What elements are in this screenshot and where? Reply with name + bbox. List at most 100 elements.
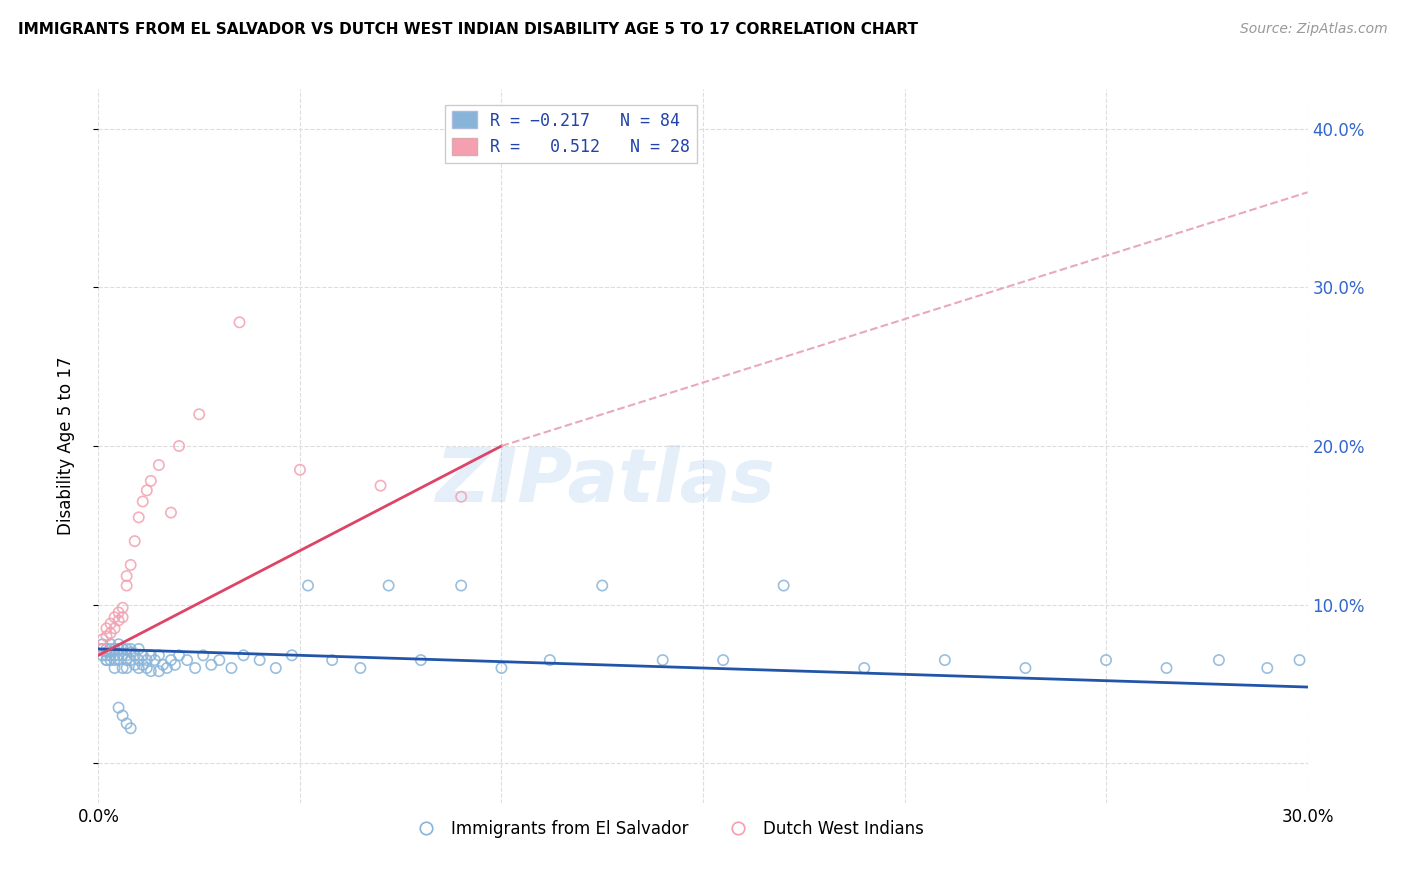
Point bbox=[853, 661, 876, 675]
Text: Source: ZipAtlas.com: Source: ZipAtlas.com bbox=[1240, 22, 1388, 37]
Point bbox=[103, 653, 125, 667]
Point bbox=[115, 578, 138, 592]
Point bbox=[370, 478, 392, 492]
Point bbox=[491, 661, 513, 675]
Point bbox=[228, 315, 250, 329]
Point bbox=[139, 664, 162, 678]
Point bbox=[124, 657, 146, 672]
Point bbox=[91, 637, 114, 651]
Point bbox=[160, 653, 183, 667]
Point bbox=[188, 407, 211, 421]
Point bbox=[124, 534, 146, 549]
Point bbox=[124, 648, 146, 663]
Point bbox=[143, 653, 166, 667]
Point bbox=[772, 578, 794, 592]
Point bbox=[128, 510, 150, 524]
Point bbox=[111, 642, 134, 657]
Point bbox=[103, 661, 125, 675]
Point bbox=[100, 645, 122, 659]
Point bbox=[288, 463, 311, 477]
Point bbox=[148, 648, 170, 663]
Point bbox=[100, 626, 122, 640]
Point bbox=[100, 642, 122, 657]
Point bbox=[96, 629, 118, 643]
Point bbox=[103, 621, 125, 635]
Point bbox=[160, 506, 183, 520]
Point bbox=[232, 648, 254, 663]
Point bbox=[115, 716, 138, 731]
Point bbox=[321, 653, 343, 667]
Point bbox=[450, 490, 472, 504]
Point bbox=[281, 648, 304, 663]
Point bbox=[96, 653, 118, 667]
Point bbox=[115, 642, 138, 657]
Point bbox=[1095, 653, 1118, 667]
Point bbox=[107, 700, 129, 714]
Point bbox=[167, 439, 190, 453]
Point bbox=[120, 558, 142, 572]
Point bbox=[132, 657, 155, 672]
Point bbox=[96, 642, 118, 657]
Point bbox=[91, 632, 114, 647]
Point bbox=[100, 648, 122, 663]
Point bbox=[176, 653, 198, 667]
Point bbox=[128, 661, 150, 675]
Point bbox=[107, 648, 129, 663]
Point bbox=[128, 642, 150, 657]
Point bbox=[107, 642, 129, 657]
Point bbox=[91, 642, 114, 657]
Point bbox=[1256, 661, 1278, 675]
Point bbox=[163, 657, 186, 672]
Point bbox=[184, 661, 207, 675]
Point bbox=[107, 653, 129, 667]
Point bbox=[103, 610, 125, 624]
Point bbox=[111, 600, 134, 615]
Point bbox=[107, 606, 129, 620]
Text: ZIPatlas: ZIPatlas bbox=[436, 445, 776, 518]
Point bbox=[167, 648, 190, 663]
Point bbox=[120, 645, 142, 659]
Point bbox=[115, 648, 138, 663]
Point bbox=[107, 637, 129, 651]
Point bbox=[349, 661, 371, 675]
Point bbox=[120, 721, 142, 735]
Point bbox=[200, 657, 222, 672]
Point bbox=[297, 578, 319, 592]
Point bbox=[120, 642, 142, 657]
Point bbox=[96, 645, 118, 659]
Point bbox=[450, 578, 472, 592]
Point bbox=[1156, 661, 1178, 675]
Point bbox=[1288, 653, 1310, 667]
Point bbox=[135, 653, 157, 667]
Point bbox=[103, 648, 125, 663]
Point bbox=[107, 614, 129, 628]
Point bbox=[111, 708, 134, 723]
Point bbox=[377, 578, 399, 592]
Point bbox=[135, 661, 157, 675]
Point bbox=[148, 458, 170, 472]
Point bbox=[221, 661, 243, 675]
Text: IMMIGRANTS FROM EL SALVADOR VS DUTCH WEST INDIAN DISABILITY AGE 5 TO 17 CORRELAT: IMMIGRANTS FROM EL SALVADOR VS DUTCH WES… bbox=[18, 22, 918, 37]
Point bbox=[91, 642, 114, 657]
Point bbox=[409, 653, 432, 667]
Point bbox=[120, 653, 142, 667]
Point bbox=[128, 653, 150, 667]
Point bbox=[139, 648, 162, 663]
Point bbox=[96, 648, 118, 663]
Point bbox=[96, 621, 118, 635]
Point bbox=[135, 483, 157, 498]
Point bbox=[100, 653, 122, 667]
Point bbox=[96, 653, 118, 667]
Point bbox=[115, 653, 138, 667]
Point bbox=[111, 661, 134, 675]
Point bbox=[111, 610, 134, 624]
Point bbox=[193, 648, 215, 663]
Point bbox=[156, 661, 179, 675]
Point bbox=[591, 578, 613, 592]
Point bbox=[148, 664, 170, 678]
Y-axis label: Disability Age 5 to 17: Disability Age 5 to 17 bbox=[56, 357, 75, 535]
Point bbox=[115, 661, 138, 675]
Point bbox=[711, 653, 734, 667]
Point bbox=[651, 653, 673, 667]
Point bbox=[934, 653, 956, 667]
